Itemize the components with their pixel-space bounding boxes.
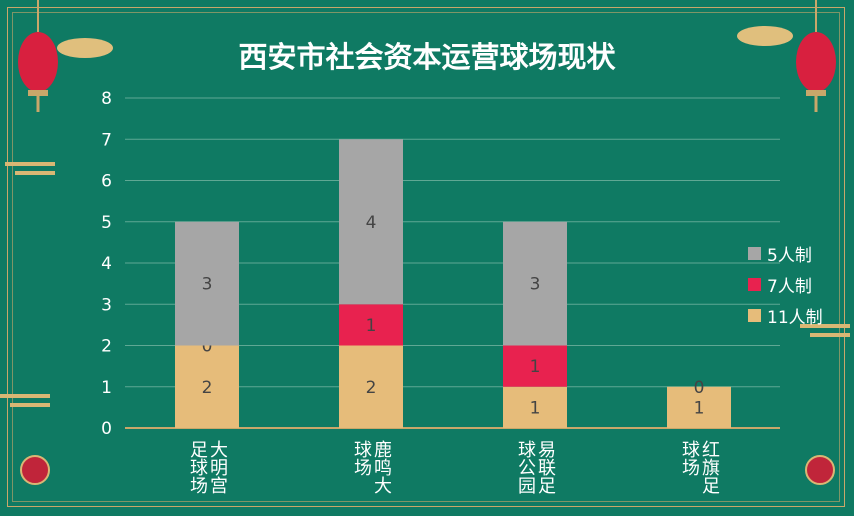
data-label: 1 (366, 316, 377, 336)
data-label: 3 (530, 275, 541, 295)
y-tick-label: 4 (101, 254, 112, 274)
mouse-icon (20, 455, 50, 485)
cloud-stripe-icon (5, 162, 55, 166)
legend-swatch (748, 309, 761, 322)
bar-segment (339, 139, 403, 305)
data-label: 1 (530, 357, 541, 377)
y-tick-label: 8 (101, 89, 112, 109)
inner-border-frame (12, 12, 840, 502)
chart-title: 西安市社会资本运营球场现状 (238, 40, 616, 74)
legend-item: 5人制 (748, 238, 823, 269)
x-tick-label: 鹿鸣大球场 (351, 440, 392, 494)
y-tick-label: 5 (101, 213, 112, 233)
bar-segment (339, 304, 403, 346)
data-label: 2 (366, 378, 377, 398)
legend-item: 7人制 (748, 269, 823, 300)
border-frame (7, 7, 845, 507)
bar-segment (175, 221, 239, 346)
x-tick-label: 红旗足球场 (679, 440, 720, 494)
cloud-icon (57, 38, 113, 58)
y-tick-label: 2 (101, 337, 112, 357)
x-tick-label: 易联足球公园 (515, 440, 556, 494)
legend-label: 7人制 (767, 277, 812, 297)
cloud-stripe-icon (10, 403, 50, 407)
bar-segment (175, 345, 239, 428)
data-label: 0 (202, 337, 213, 357)
lantern-icon (18, 32, 58, 92)
bar-segment (503, 221, 567, 346)
lantern-icon (796, 32, 836, 92)
legend-item: 11人制 (748, 300, 823, 331)
bar-segment (667, 386, 731, 428)
mouse-icon (805, 455, 835, 485)
decorations (0, 0, 850, 485)
legend-label: 5人制 (767, 246, 812, 266)
data-label: 3 (202, 275, 213, 295)
bar-segment (503, 345, 567, 387)
lantern-cap (806, 90, 826, 96)
legend-swatch (748, 247, 761, 260)
bar-segment (339, 345, 403, 428)
cloud-stripe-icon (800, 324, 850, 328)
bar-segment (503, 386, 567, 428)
cloud-stripe-icon (0, 394, 50, 398)
data-label: 1 (530, 398, 541, 418)
y-tick-label: 1 (101, 378, 112, 398)
legend: 5人制 7人制 11人制 (748, 238, 823, 331)
legend-label: 11人制 (767, 308, 823, 328)
y-tick-label: 3 (101, 295, 112, 315)
data-label: 0 (694, 378, 705, 398)
y-tick-label: 7 (101, 130, 112, 150)
cloud-icon (737, 26, 793, 46)
data-label: 1 (694, 398, 705, 418)
data-label: 4 (366, 213, 377, 233)
x-tick-label: 大明宫足球场 (187, 440, 228, 494)
y-tick-label: 0 (101, 419, 112, 439)
cloud-stripe-icon (810, 333, 850, 337)
cloud-stripe-icon (15, 171, 55, 175)
y-tick-label: 6 (101, 172, 112, 192)
lantern-cap (28, 90, 48, 96)
legend-swatch (748, 278, 761, 291)
data-label: 2 (202, 378, 213, 398)
